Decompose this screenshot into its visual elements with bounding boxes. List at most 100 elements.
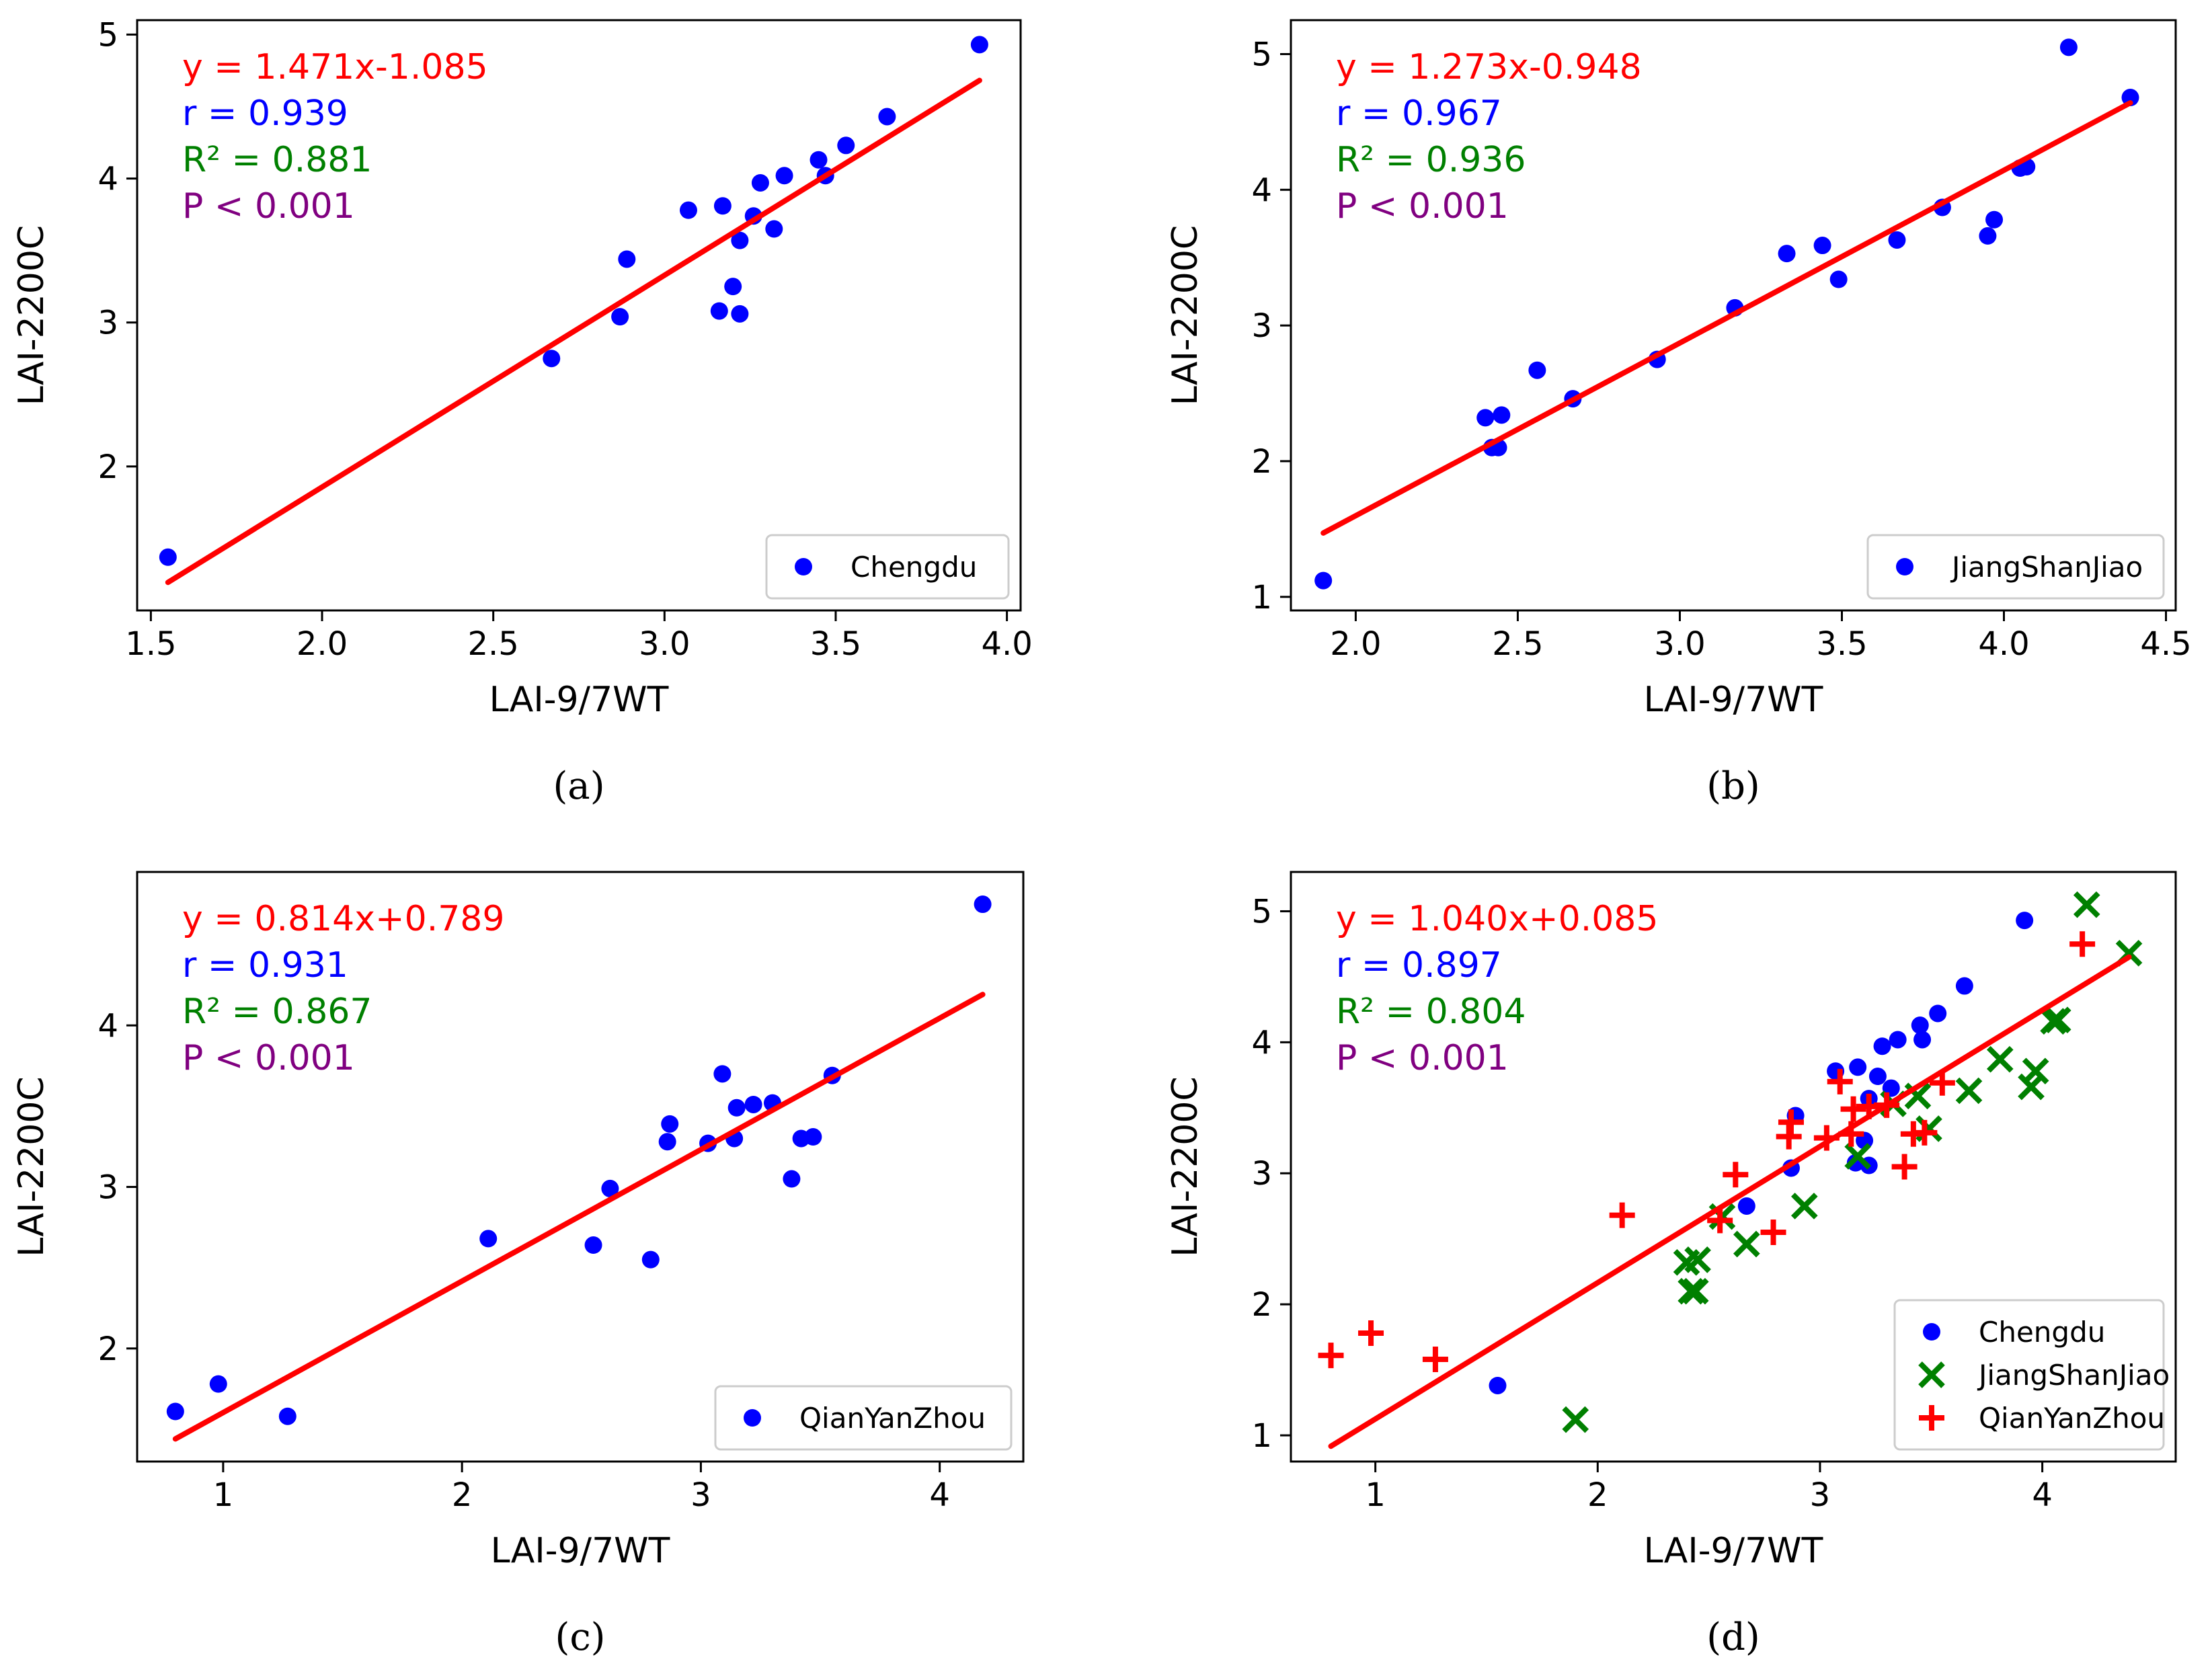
panel-caption: (d) (1706, 1615, 1760, 1659)
x-axis-label: LAI-9/7WT (491, 1531, 670, 1571)
chengdu-point (731, 231, 749, 249)
y-tick-label: 4 (1251, 1024, 1272, 1062)
y-tick-label: 1 (1251, 579, 1272, 616)
x-tick-label: 3.5 (1816, 625, 1867, 663)
x-tick-label: 2.5 (468, 625, 519, 663)
data-points (1318, 891, 2143, 1433)
qianyanzhou-point (1760, 1219, 1786, 1245)
data-points (159, 36, 988, 566)
axes-frame (136, 871, 1025, 1463)
r-squared: R² = 0.936 (1336, 140, 1526, 180)
jiangshanjiao-point (1790, 1193, 1818, 1220)
chengdu-point (878, 108, 896, 126)
qianyanzhou-point (278, 1407, 297, 1425)
legend: Chengdu JiangShanJiao QianYanZhou (1893, 1299, 2170, 1451)
y-tick-label: 4 (1251, 171, 1272, 209)
jiangshanjiao-point (1314, 571, 1333, 590)
jiangshanjiao-point (2121, 89, 2139, 107)
legend-marker-jiangshanjiao (1896, 558, 1913, 575)
panel-caption: (b) (1706, 764, 1760, 808)
qianyanzhou-point (1422, 1346, 1448, 1372)
x-axis-label: LAI-9/7WT (1644, 1531, 1823, 1571)
legend-label-jiangshanjiao: JiangShanJiao (1950, 551, 2143, 584)
chengdu-point (809, 151, 828, 169)
x-tick-label: 2 (452, 1476, 473, 1514)
legend: QianYanZhou (714, 1385, 1013, 1451)
jiangshanjiao-point (1986, 1045, 2014, 1073)
chengdu-point (1911, 1016, 1929, 1035)
chengdu-point (751, 173, 769, 192)
chengdu-point (618, 250, 636, 268)
regression-line (172, 992, 986, 1442)
y-tick-label: 3 (97, 1169, 118, 1207)
y-tick-label: 2 (1251, 443, 1272, 481)
jiangshanjiao-point (1493, 406, 1511, 424)
x-tick-label: 3.0 (1654, 625, 1705, 663)
chengdu-point (543, 350, 561, 368)
jiangshanjiao-point (1562, 1406, 1589, 1433)
chengdu-point (1849, 1058, 1867, 1076)
legend-label-chengdu: Chengdu (1979, 1316, 2105, 1349)
regression-equation: y = 1.040x+0.085 (1336, 899, 1658, 939)
qianyanzhou-point (479, 1230, 498, 1248)
qianyanzhou-point (783, 1170, 801, 1188)
chengdu-point (1737, 1197, 1755, 1215)
chengdu-point (1913, 1031, 1932, 1049)
panel-b: 2.0 2.5 3.0 3.5 4.0 4.5 1 2 3 4 5 LAI-9/7WT LAI-2200… (1165, 19, 2192, 808)
y-tick-label: 2 (1251, 1286, 1272, 1324)
correlation-r: r = 0.897 (1336, 945, 1502, 986)
legend-box (765, 534, 1010, 600)
qianyanzhou-point (1911, 1119, 1938, 1146)
jiangshanjiao-point (1844, 1143, 1871, 1170)
r-squared: R² = 0.881 (182, 140, 372, 180)
x-tick-label: 2.0 (297, 625, 348, 663)
chengdu-point (1889, 1031, 1907, 1049)
p-value: P < 0.001 (1336, 1038, 1509, 1078)
legend-box (1893, 1299, 2165, 1451)
legend-box (714, 1385, 1013, 1451)
qianyanzhou-point (661, 1115, 679, 1133)
x-axis-label: LAI-9/7WT (1644, 680, 1823, 720)
data-points (1314, 38, 2139, 590)
regression-equation: y = 0.814x+0.789 (182, 899, 504, 939)
y-tick-label: 5 (1251, 36, 1272, 73)
legend: JiangShanJiao (1866, 534, 2165, 600)
regression-line (1320, 100, 2133, 536)
correlation-r: r = 0.939 (182, 93, 348, 134)
jiangshanjiao-point (1955, 1077, 1983, 1105)
panel-caption: (a) (553, 764, 604, 808)
y-axis-label: LAI-2200C (1165, 1076, 1206, 1256)
qianyanzhou-point (1707, 1207, 1733, 1234)
jiangshanjiao-point (2073, 891, 2100, 918)
chengdu-point (1489, 1376, 1507, 1394)
legend-marker-qianyanzhou (744, 1409, 761, 1427)
jiangshanjiao-point (2022, 1058, 2049, 1085)
jiangshanjiao-point (2018, 1073, 2045, 1101)
correlation-r: r = 0.931 (182, 945, 348, 986)
chengdu-point (1868, 1068, 1887, 1086)
p-value: P < 0.001 (1336, 186, 1509, 227)
y-axis-label: LAI-2200C (11, 225, 52, 405)
x-tick-label: 2 (1587, 1476, 1608, 1514)
x-tick-label: 3.5 (810, 625, 861, 663)
qianyanzhou-point (1318, 1343, 1344, 1369)
axes-frame (1290, 871, 2177, 1463)
x-tick-label: 4.0 (981, 625, 1032, 663)
qianyanzhou-point (744, 1095, 762, 1113)
qianyanzhou-point (601, 1179, 619, 1197)
legend-marker-qianyanzhou (1919, 1405, 1944, 1431)
y-axis-label: LAI-2200C (11, 1076, 52, 1256)
jiangshanjiao-point (1979, 227, 1997, 245)
jiangshanjiao-point (2044, 1006, 2071, 1034)
y-tick-label: 3 (1251, 307, 1272, 345)
chengdu-point (1929, 1004, 1947, 1023)
panel-a: 1.5 2.0 2.5 3.0 3.5 4.0 2 3 4 5 LAI-9/7WT LAI-2200C… (11, 16, 1033, 808)
y-tick-label: 5 (1251, 893, 1272, 930)
panel-d: 1 2 3 4 1 2 3 4 5 LAI-9/7WT LAI-2200C (d) y = 1.040x… (1165, 871, 2177, 1659)
legend-box (1866, 534, 2165, 600)
x-tick-label: 4 (2032, 1476, 2053, 1514)
y-tick-label: 3 (1251, 1155, 1272, 1193)
x-tick-label: 3.0 (639, 625, 690, 663)
legend-label-jiangshanjiao: JiangShanJiao (1977, 1359, 2170, 1392)
correlation-r: r = 0.967 (1336, 93, 1502, 134)
